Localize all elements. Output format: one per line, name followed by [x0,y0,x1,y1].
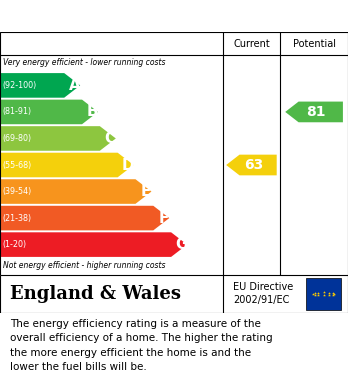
Text: EU Directive
2002/91/EC: EU Directive 2002/91/EC [233,282,293,305]
Bar [306,278,341,310]
Text: 81: 81 [306,105,325,119]
Polygon shape [1,100,98,124]
Polygon shape [1,232,187,257]
Polygon shape [1,179,151,204]
Text: The energy efficiency rating is a measure of the
overall efficiency of a home. T: The energy efficiency rating is a measur… [10,319,273,372]
Polygon shape [1,206,169,230]
Polygon shape [1,73,80,98]
Text: (81-91): (81-91) [3,108,32,117]
Text: F: F [158,211,169,226]
Text: G: G [175,237,188,252]
Text: C: C [105,131,116,146]
Polygon shape [226,155,277,175]
Text: Potential: Potential [293,39,335,48]
Text: (39-54): (39-54) [3,187,32,196]
Text: (69-80): (69-80) [3,134,32,143]
Text: A: A [69,78,80,93]
Text: (21-38): (21-38) [3,213,32,222]
Text: D: D [122,158,134,172]
Text: B: B [87,104,98,119]
Text: Not energy efficient - higher running costs: Not energy efficient - higher running co… [3,261,166,270]
Text: 63: 63 [244,158,263,172]
Polygon shape [285,102,343,122]
Text: (92-100): (92-100) [3,81,37,90]
Text: Current: Current [233,39,270,48]
Text: E: E [141,184,151,199]
Text: Energy Efficiency Rating: Energy Efficiency Rating [10,9,220,23]
Text: (55-68): (55-68) [3,160,32,170]
Text: Very energy efficient - lower running costs: Very energy efficient - lower running co… [3,58,166,67]
Text: (1-20): (1-20) [3,240,27,249]
Polygon shape [1,126,116,151]
Polygon shape [1,153,134,177]
Text: England & Wales: England & Wales [10,285,181,303]
